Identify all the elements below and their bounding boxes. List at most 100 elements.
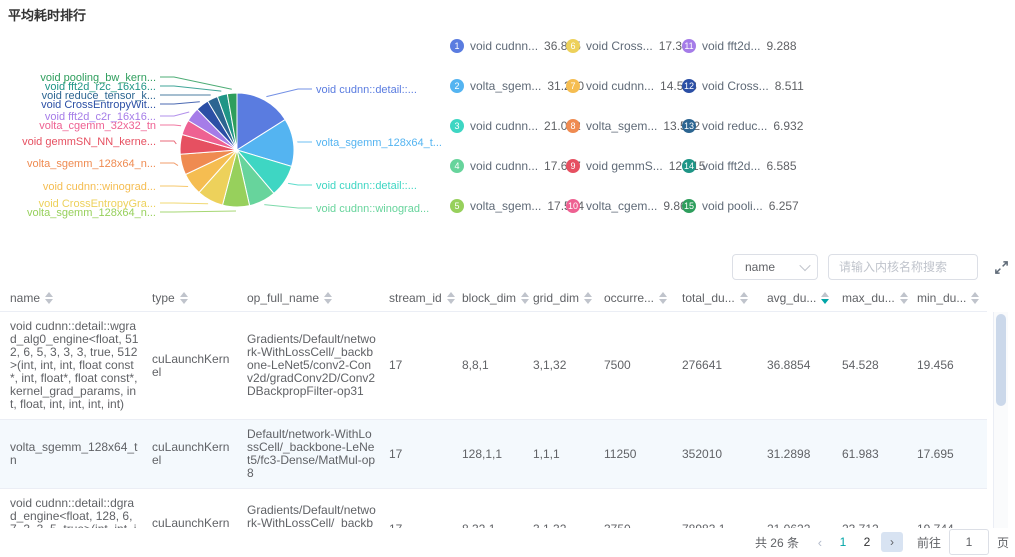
- filter-field-select[interactable]: name: [732, 254, 818, 280]
- column-header-name[interactable]: name: [0, 285, 152, 312]
- column-header-total_du[interactable]: total_du...: [682, 285, 767, 312]
- legend-item[interactable]: 6 void Cross... 17.344: [566, 39, 695, 53]
- legend-kernel-name: volta_sgem...: [470, 79, 542, 93]
- column-header-type[interactable]: type: [152, 285, 247, 312]
- legend-item[interactable]: 4 void cudnn... 17.637: [450, 159, 581, 173]
- pie-label: volta_sgemm_128x64_t...: [316, 137, 442, 149]
- table-cell: 3750: [604, 488, 682, 528]
- table-cell: void cudnn::detail::wgrad_alg0_engine<fl…: [0, 311, 152, 420]
- sort-carets-icon[interactable]: [446, 292, 455, 304]
- legend-rank-badge: 3: [450, 119, 464, 133]
- legend-kernel-name: volta_cgem...: [586, 199, 658, 213]
- column-label: name: [10, 291, 41, 305]
- kernel-search-input[interactable]: [828, 254, 978, 280]
- column-label: max_du...: [842, 291, 895, 305]
- legend-kernel-name: void reduc...: [702, 119, 768, 133]
- legend-item[interactable]: 10 volta_cgem... 9.862: [566, 199, 693, 213]
- column-header-occurre[interactable]: occurre...: [604, 285, 682, 312]
- column-header-grid_dim[interactable]: grid_dim: [533, 285, 604, 312]
- pie-label: void CrossEntropyWit...: [41, 99, 156, 111]
- sort-carets-icon[interactable]: [521, 292, 530, 304]
- column-header-max_du[interactable]: max_du...: [842, 285, 917, 312]
- scrollbar-thumb[interactable]: [996, 314, 1006, 406]
- table-cell: 61.983: [842, 419, 917, 489]
- table-row: volta_sgemm_128x64_tn cuLaunchKernel Defau…: [0, 419, 987, 489]
- pie-label: volta_cgemm_32x32_tn: [39, 120, 156, 132]
- table-cell: 128,1,1: [462, 419, 533, 489]
- pie-label: void fft2d_r2c_16x16...: [45, 81, 156, 93]
- kernel-table: name type op_full_name stream_id block_dim gr…: [0, 285, 987, 528]
- sort-carets-icon[interactable]: [739, 292, 748, 304]
- sort-carets-icon[interactable]: [179, 292, 188, 304]
- pie-label: volta_sgemm_128x64_n...: [27, 207, 156, 219]
- table-cell: 3,1,32: [533, 488, 604, 528]
- legend-item[interactable]: 15 void pooli... 6.257: [682, 199, 799, 213]
- sort-carets-icon[interactable]: [584, 292, 593, 304]
- legend-rank-badge: 10: [566, 199, 580, 213]
- legend-item[interactable]: 13 void reduc... 6.932: [682, 119, 803, 133]
- sort-carets-icon[interactable]: [971, 292, 980, 304]
- sort-carets-icon[interactable]: [45, 292, 54, 304]
- legend-item[interactable]: 3 void cudnn... 21.062: [450, 119, 581, 133]
- next-page-button[interactable]: ›: [880, 532, 903, 552]
- column-label: op_full_name: [247, 291, 320, 305]
- sort-carets-icon[interactable]: [324, 292, 333, 304]
- legend-item[interactable]: 1 void cudnn... 36.885: [450, 39, 581, 53]
- pie-label: void gemmSN_NN_kerne...: [22, 136, 156, 148]
- pie-label-line: [160, 162, 179, 167]
- pie-slice[interactable]: [226, 92, 238, 151]
- goto-page-input[interactable]: [948, 529, 989, 555]
- column-header-avg_du[interactable]: avg_du...: [767, 285, 842, 312]
- table-cell: 19.744: [917, 488, 987, 528]
- legend-kernel-name: void Cross...: [586, 39, 653, 53]
- table-cell: cuLaunchKernel: [152, 488, 247, 528]
- table-cell: Default/network-WithLossCell/_backbone-L…: [247, 419, 389, 489]
- column-header-block_dim[interactable]: block_dim: [462, 285, 533, 312]
- column-header-stream_id[interactable]: stream_id: [389, 285, 462, 312]
- fullscreen-button[interactable]: [994, 260, 1009, 275]
- pie-label: void fft2d_c2r_16x16...: [45, 111, 156, 123]
- chevron-down-icon: [799, 259, 811, 272]
- sort-carets-icon[interactable]: [899, 292, 908, 304]
- vertical-scrollbar[interactable]: [993, 312, 1008, 528]
- column-header-op_full_name[interactable]: op_full_name: [247, 285, 389, 312]
- table-cell: 78983.1: [682, 488, 767, 528]
- pie-slice[interactable]: [236, 92, 286, 151]
- legend-item[interactable]: 7 void cudnn... 14.548: [566, 79, 697, 93]
- pie-label-line: [160, 85, 222, 92]
- column-header-min_du[interactable]: min_du...: [917, 285, 987, 312]
- legend-item[interactable]: 14 void fft2d... 6.585: [682, 159, 798, 173]
- table-cell: 11250: [604, 419, 682, 489]
- sort-carets-icon[interactable]: [659, 292, 668, 304]
- table-cell: 7500: [604, 311, 682, 420]
- pie-label: void CrossEntropyGra...: [39, 198, 156, 210]
- prev-page-button[interactable]: ‹: [817, 534, 823, 550]
- table-cell: 36.8854: [767, 311, 842, 420]
- pie-label: void reduce_tensor_k...: [42, 90, 156, 102]
- pie-label: void cudnn::detail::...: [316, 84, 417, 96]
- pie-label-line: [160, 76, 232, 90]
- legend-rank-badge: 5: [450, 199, 464, 213]
- legend-item[interactable]: 11 void fft2d... 9.288: [682, 39, 798, 53]
- legend-rank-badge: 15: [682, 199, 696, 213]
- page-number-1[interactable]: 1: [839, 535, 847, 549]
- page-number-2[interactable]: 2: [863, 535, 871, 549]
- legend-kernel-name: void cudnn...: [470, 159, 539, 173]
- table-cell: 31.2898: [767, 419, 842, 489]
- pie-label: volta_sgemm_128x64_n...: [27, 158, 156, 170]
- table-cell: volta_sgemm_128x64_tn: [0, 419, 152, 489]
- table-cell: 17: [389, 488, 462, 528]
- table-cell: 352010: [682, 419, 767, 489]
- column-label: avg_du...: [767, 291, 817, 305]
- table-cell: cuLaunchKernel: [152, 311, 247, 420]
- pie-label: void cudnn::winograd...: [316, 203, 429, 215]
- sort-carets-icon[interactable]: [821, 292, 830, 304]
- legend-item[interactable]: 12 void Cross... 8.511: [682, 79, 804, 93]
- pie-label-line: [264, 204, 312, 209]
- legend-rank-badge: 11: [682, 39, 696, 53]
